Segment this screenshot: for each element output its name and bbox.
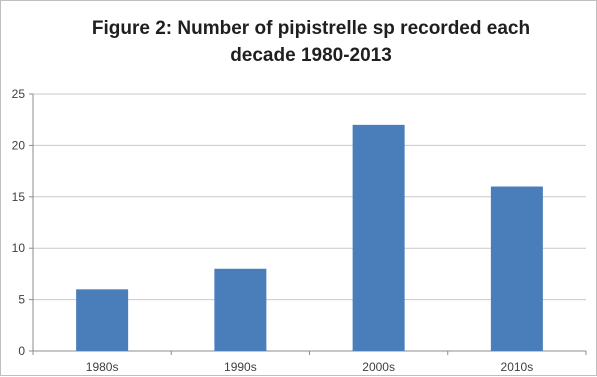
bar (352, 124, 405, 351)
y-tick-label: 25 (12, 87, 26, 101)
y-tick-label: 15 (12, 190, 26, 204)
x-tick-label: 2010s (501, 360, 534, 374)
y-tick-label: 0 (18, 344, 25, 358)
chart-title: Figure 2: Number of pipistrelle sp recor… (91, 18, 531, 66)
x-tick-label: 1990s (224, 360, 257, 374)
bar (490, 186, 543, 351)
y-tick-label: 20 (12, 138, 26, 152)
y-tick-label: 5 (18, 293, 25, 307)
x-tick-label: 1980s (86, 360, 119, 374)
bar (76, 289, 129, 351)
x-tick-label: 2000s (362, 360, 395, 374)
bar (214, 268, 267, 351)
y-tick-label: 10 (12, 241, 26, 255)
